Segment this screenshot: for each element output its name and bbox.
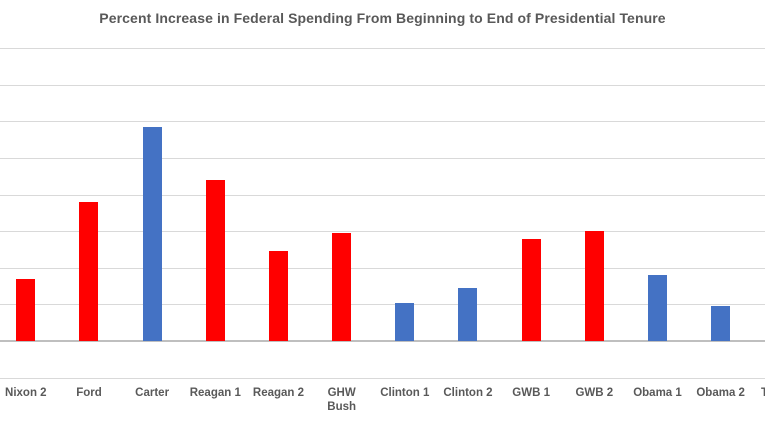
bar-obama-1 [648, 275, 667, 341]
bar-reagan-1 [205, 179, 225, 341]
x-axis-label-obama-2: Obama 2 [696, 387, 745, 399]
x-axis-label-ford: Ford [76, 387, 102, 399]
bar-clinton-1 [395, 302, 415, 341]
x-axis-label-ghw-bush: GHW Bush [327, 387, 357, 413]
x-axis-label-carter: Carter [135, 387, 170, 399]
gridline [0, 194, 765, 196]
gridline [0, 158, 765, 159]
x-axis-label-obama-1: Obama 1 [633, 387, 682, 399]
gridline [0, 121, 765, 123]
x-axis-label-reagan-2: Reagan 2 [252, 387, 305, 399]
chart-title: Percent Increase in Federal Spending Fro… [99, 10, 666, 26]
x-axis-label-gwb-2: GWB 2 [575, 387, 614, 399]
x-axis-label-reagan-1: Reagan 1 [189, 387, 241, 399]
x-axis-label-gwb-1: GWB 1 [512, 387, 550, 399]
bar-gwb-2 [584, 231, 604, 341]
gridline [0, 84, 765, 86]
bar-nixon-2 [16, 278, 36, 341]
bar-carter [142, 126, 162, 341]
bar-obama-2 [711, 306, 731, 341]
x-axis-label-clinton-2: Clinton 2 [443, 387, 493, 399]
gridline [0, 304, 765, 306]
bar-ford [79, 201, 99, 341]
bar-reagan-2 [268, 251, 288, 341]
x-axis-label-clinton-1: Clinton 1 [380, 387, 430, 399]
gridline [0, 267, 765, 269]
bar-gwb-1 [521, 238, 541, 341]
x-axis-label-nixon-2: Nixon 2 [5, 387, 47, 399]
gridline [0, 48, 765, 50]
gridline [0, 377, 765, 379]
gridline [0, 231, 765, 233]
x-axis-label-clipped: T [761, 387, 765, 399]
bar-clinton-2 [458, 287, 478, 341]
x-axis-line [0, 340, 765, 342]
bar-ghw-bush [332, 233, 352, 341]
